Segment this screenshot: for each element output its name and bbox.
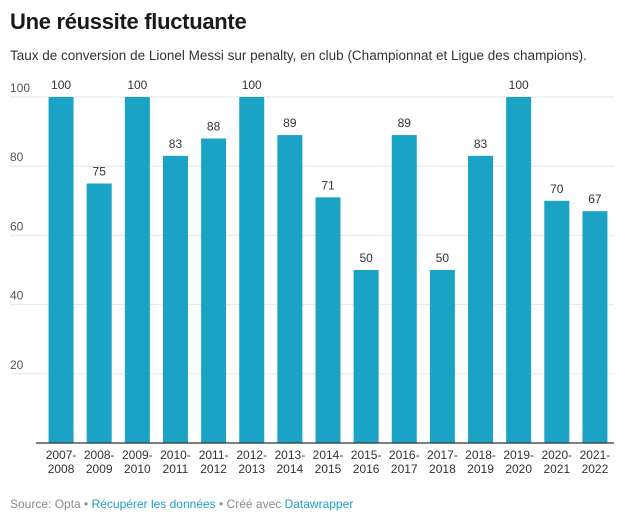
footer: Source: Opta • Récupérer les données • C… (10, 497, 353, 511)
x-tick-label: 2009 (86, 462, 113, 476)
data-label: 71 (321, 178, 335, 192)
bar (468, 155, 494, 443)
data-label: 83 (169, 137, 183, 151)
y-tick-label: 60 (10, 219, 24, 233)
x-tick-label: 2009- (122, 448, 153, 462)
x-tick-label: 2017 (391, 462, 418, 476)
bar (582, 211, 608, 443)
bar (277, 135, 303, 443)
x-tick-label: 2015 (315, 462, 342, 476)
bar (544, 200, 570, 443)
x-tick-label: 2013 (238, 462, 265, 476)
x-tick-label: 2011- (199, 448, 229, 462)
y-tick-label: 80 (10, 150, 24, 164)
x-tick-label: 2007- (46, 448, 77, 462)
bar (86, 183, 112, 443)
x-tick-label: 2018 (429, 462, 456, 476)
bar (239, 97, 265, 443)
x-tick-label: 2010 (124, 462, 151, 476)
x-tick-label: 2020 (505, 462, 532, 476)
bar (391, 135, 417, 443)
data-label: 83 (474, 137, 488, 151)
data-label: 89 (283, 116, 297, 130)
data-label: 50 (359, 251, 373, 265)
footer-separator: • (80, 497, 92, 511)
data-label: 67 (588, 192, 602, 206)
x-tick-label: 2010- (160, 448, 191, 462)
x-tick-label: 2014- (313, 448, 344, 462)
chart-subtitle: Taux de conversion de Lionel Messi sur p… (10, 48, 587, 63)
x-tick-label: 2019- (503, 448, 534, 462)
y-tick-label: 40 (10, 289, 24, 303)
data-label: 100 (242, 78, 262, 92)
x-tick-label: 2017- (427, 448, 458, 462)
bar (429, 270, 455, 443)
x-tick-label: 2008 (48, 462, 75, 476)
x-tick-label: 2011 (163, 462, 189, 476)
bar (315, 197, 341, 443)
data-label: 70 (550, 182, 564, 196)
bar (506, 97, 532, 443)
x-tick-label: 2012- (236, 448, 267, 462)
y-tick-label: 20 (10, 358, 24, 372)
bar (48, 97, 74, 443)
data-label: 50 (436, 251, 450, 265)
datawrapper-link[interactable]: Datawrapper (284, 497, 354, 511)
chart-title: Une réussite fluctuante (10, 9, 247, 34)
bar (124, 97, 150, 443)
created-with-text: Créé avec (226, 497, 285, 511)
bar (162, 155, 188, 443)
data-label: 89 (398, 116, 412, 130)
x-tick-label: 2016- (389, 448, 420, 462)
x-tick-label: 2022 (582, 462, 609, 476)
x-tick-label: 2019 (467, 462, 494, 476)
x-tick-label: 2021 (543, 462, 570, 476)
x-tick-label: 2015- (351, 448, 382, 462)
data-label: 88 (207, 120, 221, 134)
y-tick-label: 100 (10, 81, 30, 95)
data-label: 100 (51, 78, 71, 92)
source-text: Source: Opta (10, 497, 81, 511)
bar (353, 270, 379, 443)
x-tick-label: 2021- (580, 448, 611, 462)
x-tick-label: 2013- (275, 448, 306, 462)
data-label: 100 (509, 78, 529, 92)
footer-separator: • (215, 497, 227, 511)
bar (201, 138, 227, 443)
x-tick-label: 2014 (277, 462, 304, 476)
download-data-link[interactable]: Récupérer les données (91, 497, 216, 511)
x-tick-label: 2020- (541, 448, 572, 462)
x-tick-label: 2018- (465, 448, 496, 462)
x-tick-label: 2008- (84, 448, 115, 462)
data-label: 100 (127, 78, 147, 92)
x-tick-label: 2012 (200, 462, 227, 476)
data-label: 75 (93, 165, 107, 179)
x-tick-label: 2016 (353, 462, 380, 476)
